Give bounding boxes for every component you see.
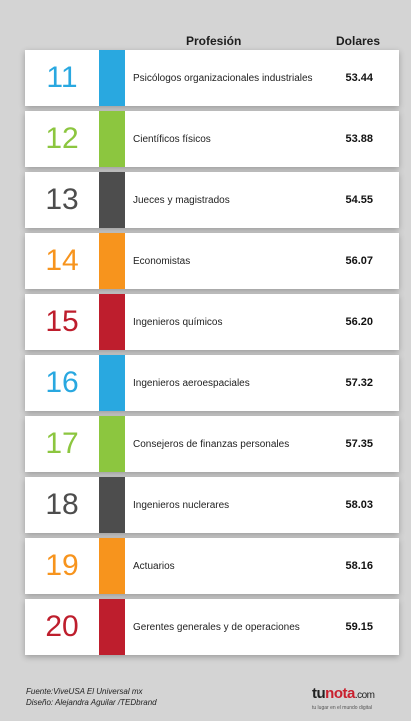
- profession-name: Gerentes generales y de operaciones: [133, 621, 300, 633]
- profession-name: Jueces y magistrados: [133, 194, 230, 206]
- brand-logo: tunota.com tu lugar en el mundo digital: [312, 685, 402, 712]
- color-bar: [99, 294, 125, 350]
- color-bar: [99, 599, 125, 655]
- color-bar: [99, 416, 125, 472]
- dollar-value: 57.32: [345, 377, 373, 389]
- ranking-row: 19 Actuarios 58.16: [25, 538, 399, 594]
- dollar-value: 53.88: [345, 133, 373, 145]
- ranking-row: 15 Ingenieros químicos 56.20: [25, 294, 399, 350]
- rank-number: 16: [45, 366, 79, 399]
- profession-name: Actuarios: [133, 560, 175, 572]
- color-bar: [99, 172, 125, 228]
- rank-number: 15: [45, 305, 79, 338]
- dollars-column-header: Dolares: [336, 34, 381, 48]
- table-header: Profesión Dolares: [0, 0, 411, 50]
- profession-column-header: Profesión: [186, 34, 242, 48]
- dollar-value: 59.15: [345, 621, 373, 633]
- rank-number: 20: [45, 610, 79, 643]
- rank-number: 14: [45, 244, 79, 277]
- profession-name: Ingenieros químicos: [133, 316, 223, 328]
- color-bar: [99, 111, 125, 167]
- profession-name: Ingenieros aeroespaciales: [133, 377, 250, 389]
- ranking-row: 17 Consejeros de finanzas personales 57.35: [25, 416, 399, 472]
- dollar-value: 56.20: [345, 316, 373, 328]
- ranking-row: 13 Jueces y magistrados 54.55: [25, 172, 399, 228]
- color-bar: [99, 233, 125, 289]
- source-credit: Fuente:ViveUSA El Universal mx: [26, 687, 143, 696]
- rank-number: 18: [45, 488, 79, 521]
- rank-number: 11: [46, 61, 78, 94]
- profession-name: Consejeros de finanzas personales: [133, 438, 290, 450]
- profession-name: Científicos físicos: [133, 133, 211, 145]
- dollar-value: 58.16: [345, 560, 373, 572]
- profession-name: Ingenieros nuclerares: [133, 499, 230, 511]
- design-credit: Diseño: Alejandra Aguilar /TEDbrand: [26, 698, 157, 707]
- color-bar: [99, 477, 125, 533]
- credits: Fuente:ViveUSA El Universal mx Diseño: A…: [26, 686, 157, 708]
- ranking-row: 11 Psicólogos organizacionales industrial…: [25, 50, 399, 106]
- rank-number: 17: [45, 427, 79, 460]
- profession-name: Psicólogos organizacionales industriales: [133, 72, 313, 84]
- rank-number: 19: [45, 549, 79, 582]
- brand-tagline: tu lugar en el mundo digital: [312, 705, 373, 711]
- rank-number: 13: [45, 183, 79, 216]
- dollar-value: 58.03: [345, 499, 373, 511]
- rank-number: 12: [45, 122, 79, 155]
- brand-wordmark: tunota.com: [312, 685, 375, 702]
- ranking-row: 20 Gerentes generales y de operaciones 59.…: [25, 599, 399, 655]
- ranking-row: 12 Científicos físicos 53.88: [25, 111, 399, 167]
- color-bar: [99, 355, 125, 411]
- color-bar: [99, 538, 125, 594]
- profession-name: Economistas: [133, 255, 191, 267]
- dollar-value: 53.44: [345, 72, 373, 84]
- dollar-value: 57.35: [345, 438, 373, 450]
- ranking-row: 16 Ingenieros aeroespaciales 57.32: [25, 355, 399, 411]
- dollar-value: 54.55: [345, 194, 373, 206]
- ranking-row: 14 Economistas 56.07: [25, 233, 399, 289]
- ranking-row: 18 Ingenieros nuclerares 58.03: [25, 477, 399, 533]
- dollar-value: 56.07: [345, 255, 373, 267]
- color-bar: [99, 50, 125, 106]
